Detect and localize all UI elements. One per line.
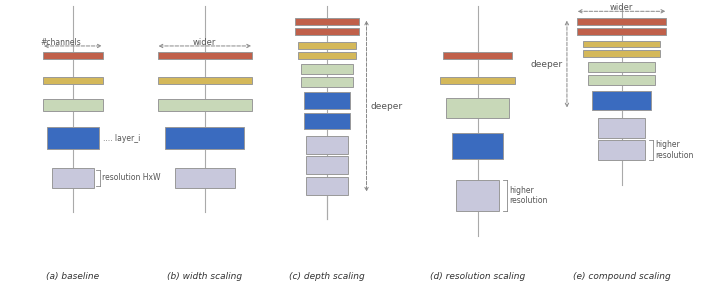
- Text: (e) compound scaling: (e) compound scaling: [572, 272, 670, 281]
- Bar: [47, 127, 99, 149]
- Bar: [304, 113, 350, 129]
- Bar: [588, 75, 655, 85]
- Bar: [295, 28, 359, 34]
- Bar: [598, 118, 645, 138]
- Bar: [52, 168, 94, 187]
- Bar: [577, 18, 666, 25]
- Text: wider: wider: [610, 4, 633, 12]
- Text: deeper: deeper: [531, 60, 563, 69]
- Text: deeper: deeper: [371, 102, 403, 111]
- Bar: [165, 127, 245, 149]
- Bar: [158, 52, 252, 59]
- Bar: [591, 91, 651, 110]
- Bar: [298, 52, 355, 59]
- Bar: [583, 51, 660, 57]
- Bar: [295, 18, 359, 25]
- Bar: [306, 156, 348, 174]
- Bar: [443, 52, 513, 59]
- Bar: [43, 100, 103, 111]
- Bar: [583, 41, 660, 47]
- Text: higher
resolution: higher resolution: [655, 140, 694, 160]
- Bar: [298, 43, 355, 49]
- Bar: [43, 77, 103, 84]
- Bar: [301, 77, 352, 86]
- Bar: [446, 98, 510, 118]
- Bar: [452, 133, 503, 159]
- Bar: [158, 77, 252, 84]
- Text: (d) resolution scaling: (d) resolution scaling: [430, 272, 525, 281]
- Bar: [158, 100, 252, 111]
- Text: higher
resolution: higher resolution: [510, 186, 548, 205]
- Bar: [175, 168, 235, 187]
- Text: (b) width scaling: (b) width scaling: [167, 272, 243, 281]
- Bar: [441, 77, 515, 84]
- Text: (a) baseline: (a) baseline: [47, 272, 99, 281]
- Bar: [304, 91, 350, 109]
- Text: #channels: #channels: [40, 38, 81, 47]
- Bar: [43, 52, 103, 59]
- Text: (c) depth scaling: (c) depth scaling: [289, 272, 364, 281]
- Bar: [588, 62, 655, 72]
- Bar: [577, 28, 666, 34]
- Bar: [306, 136, 348, 154]
- Bar: [456, 180, 499, 211]
- Bar: [301, 64, 352, 74]
- Bar: [306, 177, 348, 194]
- Text: resolution HxW: resolution HxW: [102, 173, 160, 182]
- Bar: [598, 140, 645, 160]
- Text: .... layer_i: .... layer_i: [103, 133, 140, 142]
- Text: wider: wider: [193, 38, 216, 47]
